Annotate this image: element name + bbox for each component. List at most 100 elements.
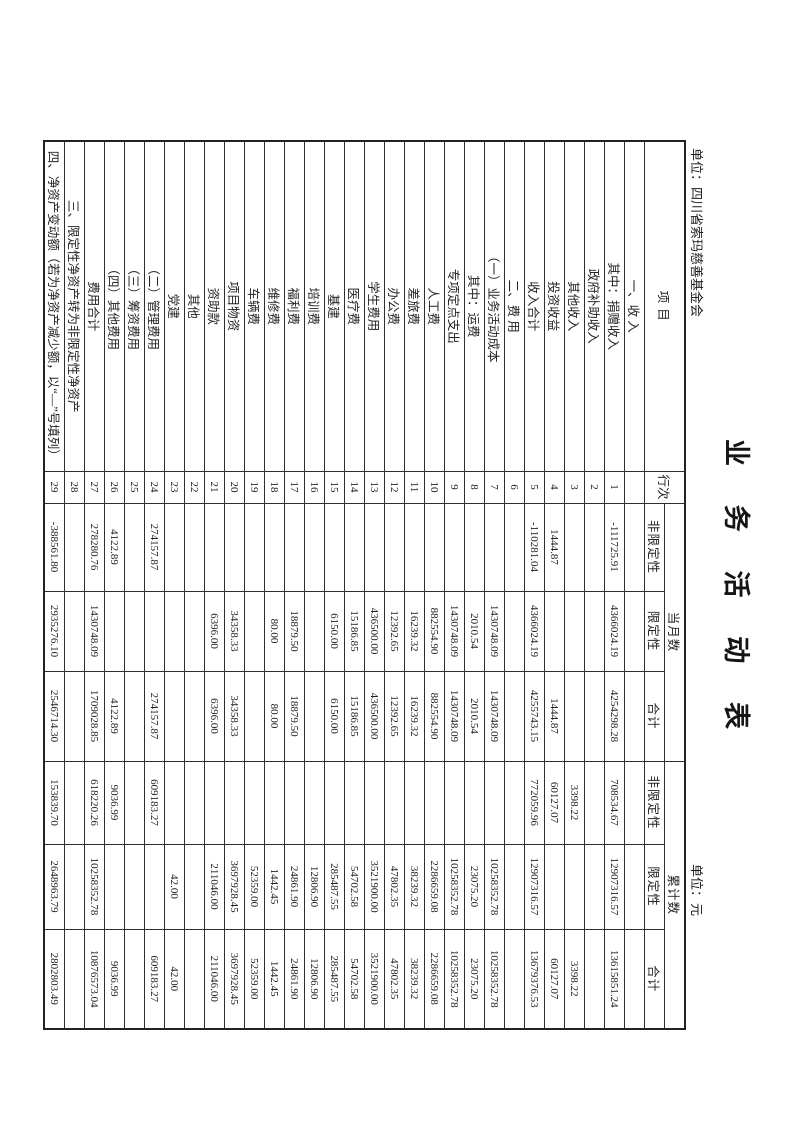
cell-item: 费用合计 — [84, 141, 105, 471]
table-row: 福利费 17 18879.50 18879.50 24861.90 24861.90 — [284, 141, 305, 1030]
cell-cm-total: 15186.85 — [344, 671, 365, 762]
cell-item: 培训费 — [304, 141, 325, 471]
cell-cum-total: 9036.99 — [104, 929, 125, 1030]
cell-cum-total — [504, 929, 525, 1030]
cell-cm-total — [504, 671, 525, 762]
cell-cum-restricted — [584, 844, 605, 930]
cell-cum-unrestricted — [164, 761, 185, 845]
table-row: 维修费 18 80.00 80.00 1442.45 1442.45 — [264, 141, 285, 1030]
cell-cm-restricted — [504, 591, 525, 671]
cell-cum-unrestricted — [444, 761, 465, 845]
cell-line-no: 20 — [224, 471, 245, 503]
table-row: （三）筹资费用 25 — [124, 141, 145, 1030]
cell-cm-unrestricted — [124, 503, 145, 591]
cell-cum-restricted: 1442.45 — [264, 844, 285, 930]
cell-cm-unrestricted — [304, 503, 325, 591]
cell-cm-restricted — [64, 591, 85, 671]
col-header-line-no: 行次 — [644, 471, 685, 503]
cell-cm-total: 6396.00 — [204, 671, 225, 762]
cell-cum-unrestricted: 609183.27 — [144, 761, 165, 845]
cell-cum-restricted — [64, 844, 85, 930]
cell-line-no: 22 — [184, 471, 205, 503]
org-unit-label: 单位：四川省索玛慈善基金会 — [689, 148, 704, 318]
business-activity-table: 项 目 行次 当月数 累计数 非限定性 限定性 合计 非限定性 限定性 合计 一… — [43, 140, 686, 1031]
cell-cm-total: 16239.32 — [404, 671, 425, 762]
cell-cm-total — [304, 671, 325, 762]
cell-cum-total: 10876573.04 — [84, 929, 105, 1030]
cell-item: 车辆费 — [244, 141, 265, 471]
cell-line-no — [624, 471, 645, 503]
cell-cum-unrestricted: 772059.96 — [524, 761, 545, 845]
cell-cm-restricted: 18879.50 — [284, 591, 305, 671]
cell-cum-restricted: 23075.20 — [464, 844, 485, 930]
cell-cum-restricted — [544, 844, 565, 930]
cell-cm-total: 6150.00 — [324, 671, 345, 762]
cell-item: 基建 — [324, 141, 345, 471]
cell-cm-unrestricted — [284, 503, 305, 591]
cell-cm-restricted — [164, 591, 185, 671]
table-row: 差旅费 11 16239.32 16239.32 38239.32 38239.32 — [404, 141, 425, 1030]
cell-line-no: 25 — [124, 471, 145, 503]
cell-cm-restricted — [304, 591, 325, 671]
cell-line-no: 28 — [64, 471, 85, 503]
cell-cum-total: 10258352.78 — [444, 929, 465, 1030]
cell-item: 其他 — [184, 141, 205, 471]
table-row: 投资收益 4 1444.87 1444.87 60127.07 60127.07 — [544, 141, 565, 1030]
cell-item: 其中：捐赠收入 — [604, 141, 625, 471]
cell-cm-unrestricted: -111725.91 — [604, 503, 625, 591]
cell-line-no: 24 — [144, 471, 165, 503]
cell-cum-total: 47802.35 — [384, 929, 405, 1030]
cell-cum-restricted: 10258352.78 — [484, 844, 505, 930]
table-row: 人工费 10 882554.90 882554.90 2286659.08 2286659… — [424, 141, 445, 1030]
cell-cum-restricted: 285487.55 — [324, 844, 345, 930]
cell-cm-total — [624, 671, 645, 762]
cell-cm-total: 436500.00 — [364, 671, 385, 762]
table-row: （二）管理费用 24 274157.87 274157.87 609183.27 6091… — [144, 141, 165, 1030]
cell-cm-total — [124, 671, 145, 762]
cell-cum-total: 42.00 — [164, 929, 185, 1030]
table-row: 其中：捐赠收入 1 -111725.91 4366024.19 4254298.28 70… — [604, 141, 625, 1030]
cell-cm-unrestricted: 4122.89 — [104, 503, 125, 591]
col-header-current-month: 当月数 — [664, 503, 685, 762]
cell-cum-total: 3398.22 — [564, 929, 585, 1030]
cell-cm-unrestricted — [184, 503, 205, 591]
cell-cm-restricted: 80.00 — [264, 591, 285, 671]
cell-cm-restricted: 2010.54 — [464, 591, 485, 671]
cell-cm-unrestricted — [364, 503, 385, 591]
cell-item: （二）管理费用 — [144, 141, 165, 471]
cell-cum-total: 10258352.78 — [484, 929, 505, 1030]
table-row: 学生费用 13 436500.00 436500.00 3521900.00 352190… — [364, 141, 385, 1030]
cell-item: 政府补助收入 — [584, 141, 605, 471]
cell-cm-unrestricted — [464, 503, 485, 591]
cell-cum-unrestricted — [204, 761, 225, 845]
cell-cum-unrestricted — [584, 761, 605, 845]
table-row: 三、限定性净资产转为非限定性净资产 28 — [64, 141, 85, 1030]
cell-line-no: 5 — [524, 471, 545, 503]
cell-cm-unrestricted — [424, 503, 445, 591]
cell-item: 三、限定性净资产转为非限定性净资产 — [64, 141, 85, 471]
cell-cm-total — [164, 671, 185, 762]
table-row: 车辆费 19 52359.00 52359.00 — [244, 141, 265, 1030]
document-title: 业 务 活 动 表 — [721, 439, 751, 745]
cell-cm-total — [184, 671, 205, 762]
cell-cum-unrestricted: 3398.22 — [564, 761, 585, 845]
cell-cm-unrestricted — [584, 503, 605, 591]
cell-cm-total: 18879.50 — [284, 671, 305, 762]
cell-cm-total: 1709028.85 — [84, 671, 105, 762]
cell-item: 学生费用 — [364, 141, 385, 471]
cell-cm-restricted: 1430748.09 — [484, 591, 505, 671]
cell-cum-unrestricted — [484, 761, 505, 845]
cell-cm-restricted: 436500.00 — [364, 591, 385, 671]
table-row: 收入合计 5 -110281.04 4366024.19 4255743.15 77205… — [524, 141, 545, 1030]
cell-cm-total — [244, 671, 265, 762]
cell-cum-total: 23075.20 — [464, 929, 485, 1030]
cell-cum-restricted — [144, 844, 165, 930]
cell-cm-total: 80.00 — [264, 671, 285, 762]
cell-cum-unrestricted — [64, 761, 85, 845]
cell-cum-total: 52359.00 — [244, 929, 265, 1030]
cell-cum-unrestricted — [264, 761, 285, 845]
col-header-cum-unrestricted: 非限定性 — [644, 761, 665, 845]
cell-cm-restricted: 34358.33 — [224, 591, 245, 671]
cell-cum-total: 3697928.45 — [224, 929, 245, 1030]
cell-item: 项目物资 — [224, 141, 245, 471]
